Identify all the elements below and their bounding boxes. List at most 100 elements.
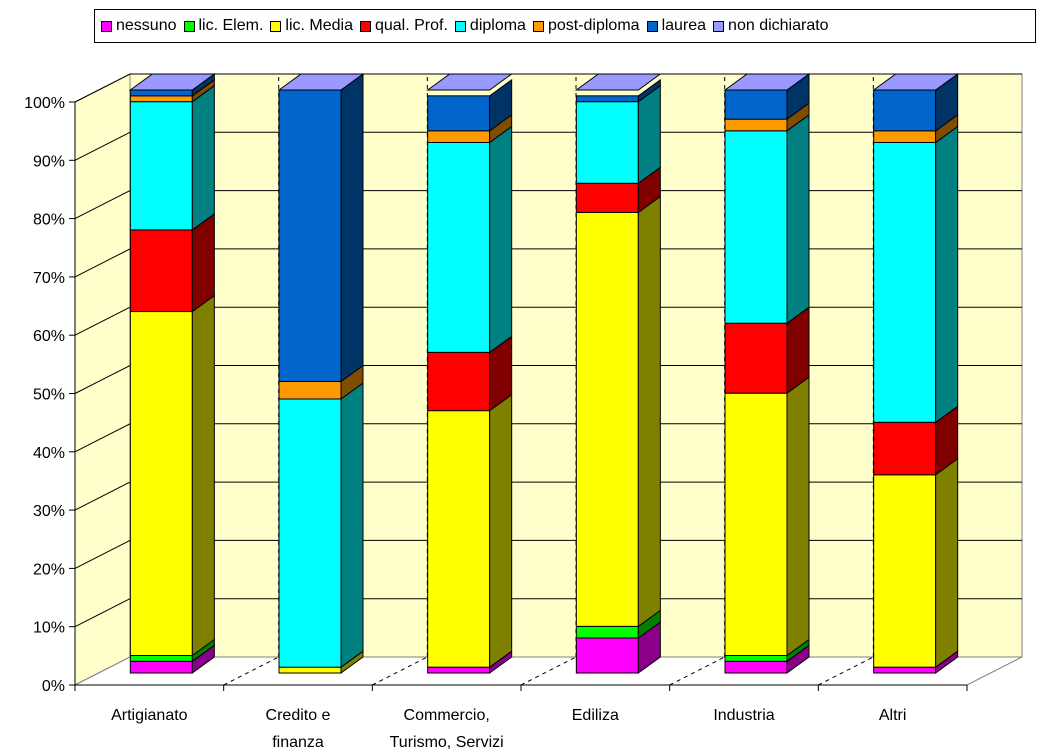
bar-segment xyxy=(575,95,639,103)
legend-swatch xyxy=(646,20,658,32)
bar-segment xyxy=(427,410,491,668)
bar-segment xyxy=(575,182,639,213)
bar-segment xyxy=(278,398,342,668)
bar-segment xyxy=(427,141,491,353)
category-divider xyxy=(372,656,428,686)
legend-label: lic. Elem. xyxy=(198,17,264,34)
bar-segment xyxy=(575,637,639,674)
x-tick-label: Artigianato xyxy=(111,707,188,724)
bar-segment xyxy=(129,95,193,103)
legend-label: post-diploma xyxy=(547,17,640,34)
bar-segment xyxy=(129,229,193,313)
y-tick-label: 80% xyxy=(33,212,65,229)
legend-item: lic. Media xyxy=(270,17,353,35)
bar-segment xyxy=(129,89,193,97)
legend-item: lic. Elem. xyxy=(183,17,264,35)
bar-segment xyxy=(427,666,491,674)
x-tick-label: Credito e xyxy=(266,707,331,724)
bar-segment xyxy=(575,625,639,639)
bar-side xyxy=(935,125,959,424)
bar-segment xyxy=(129,311,193,657)
x-tick-label: Turismo, Servizi xyxy=(390,734,504,751)
legend-item: diploma xyxy=(454,17,526,35)
category-divider xyxy=(520,656,577,686)
bar-side xyxy=(340,382,364,669)
bar-side xyxy=(637,78,661,103)
bar-segment xyxy=(724,130,788,324)
y-tick-label: 70% xyxy=(33,270,65,287)
legend-label: nessuno xyxy=(116,17,177,34)
bar-top xyxy=(574,73,662,91)
bar-segment xyxy=(724,660,788,674)
legend: nessuno lic. Elem. lic. Media qual. Prof. di… xyxy=(94,9,1036,43)
bar-segment xyxy=(724,118,788,132)
bar-top xyxy=(723,73,811,91)
bar-side xyxy=(637,84,661,185)
y-tick-label: 90% xyxy=(33,153,65,170)
bar-side xyxy=(786,376,810,657)
bar-segment xyxy=(278,666,342,674)
bar-segment xyxy=(724,392,788,657)
legend-swatch xyxy=(454,20,466,32)
bar-top xyxy=(277,73,365,91)
legend-label: diploma xyxy=(469,17,526,34)
bar-side xyxy=(489,393,513,669)
legend-swatch xyxy=(270,20,282,32)
bar-side xyxy=(489,78,513,132)
legend-label: laurea xyxy=(661,17,707,34)
legend-swatch xyxy=(101,20,112,32)
bar-segment xyxy=(129,655,193,662)
bar-side xyxy=(637,195,661,628)
x-tick-label: Industria xyxy=(713,707,774,724)
x-tick-label: Altri xyxy=(879,707,907,724)
bar-segment xyxy=(873,421,937,476)
legend-label: qual. Prof. xyxy=(374,17,448,34)
bar-segment xyxy=(129,660,193,674)
legend-label: lic. Media xyxy=(285,17,353,34)
bar-side xyxy=(191,212,215,313)
y-tick-label: 10% xyxy=(33,620,65,637)
legend-label: non dichiarato xyxy=(728,17,829,34)
legend-swatch xyxy=(532,20,544,32)
bar-segment xyxy=(427,95,491,132)
legend-item: non dichiarato xyxy=(713,17,829,35)
legend-item: qual. Prof. xyxy=(359,17,448,35)
legend-swatch xyxy=(713,20,725,32)
bar-segment xyxy=(873,474,937,668)
bar-segment xyxy=(873,666,937,674)
bar-top xyxy=(426,73,514,91)
bar-side xyxy=(935,457,959,669)
bar-segment xyxy=(873,89,937,132)
bar-segment xyxy=(278,89,342,382)
bar-segment xyxy=(427,351,491,412)
bar-side xyxy=(786,113,810,325)
legend-swatch xyxy=(183,20,195,32)
bar-segment xyxy=(129,101,193,231)
y-tick-label: 60% xyxy=(33,328,65,345)
y-tick-label: 30% xyxy=(33,503,65,520)
y-tick-label: 50% xyxy=(33,387,65,404)
category-divider xyxy=(223,656,279,686)
category-divider xyxy=(818,656,874,686)
bar-segment xyxy=(278,381,342,400)
bar-segment xyxy=(724,655,788,662)
legend-swatch xyxy=(359,20,371,32)
bar-top xyxy=(128,73,216,91)
x-tick-label: finanza xyxy=(272,734,324,751)
bar-side xyxy=(340,73,364,383)
bar-side xyxy=(191,84,215,231)
legend-item: post-diploma xyxy=(532,17,640,35)
x-tick-label: Ediliza xyxy=(572,707,619,724)
y-tick-label: 40% xyxy=(33,445,65,462)
y-tick-label: 100% xyxy=(24,95,65,112)
gridline xyxy=(74,73,1022,103)
legend-item: laurea xyxy=(646,17,707,35)
bar-segment xyxy=(873,141,937,423)
bar-top xyxy=(872,73,960,91)
y-tick-label: 0% xyxy=(42,678,65,695)
bar-segment xyxy=(724,89,788,120)
x-tick-label: Commercio, xyxy=(404,707,490,724)
bar-segment xyxy=(575,211,639,627)
bar-segment xyxy=(873,130,937,143)
